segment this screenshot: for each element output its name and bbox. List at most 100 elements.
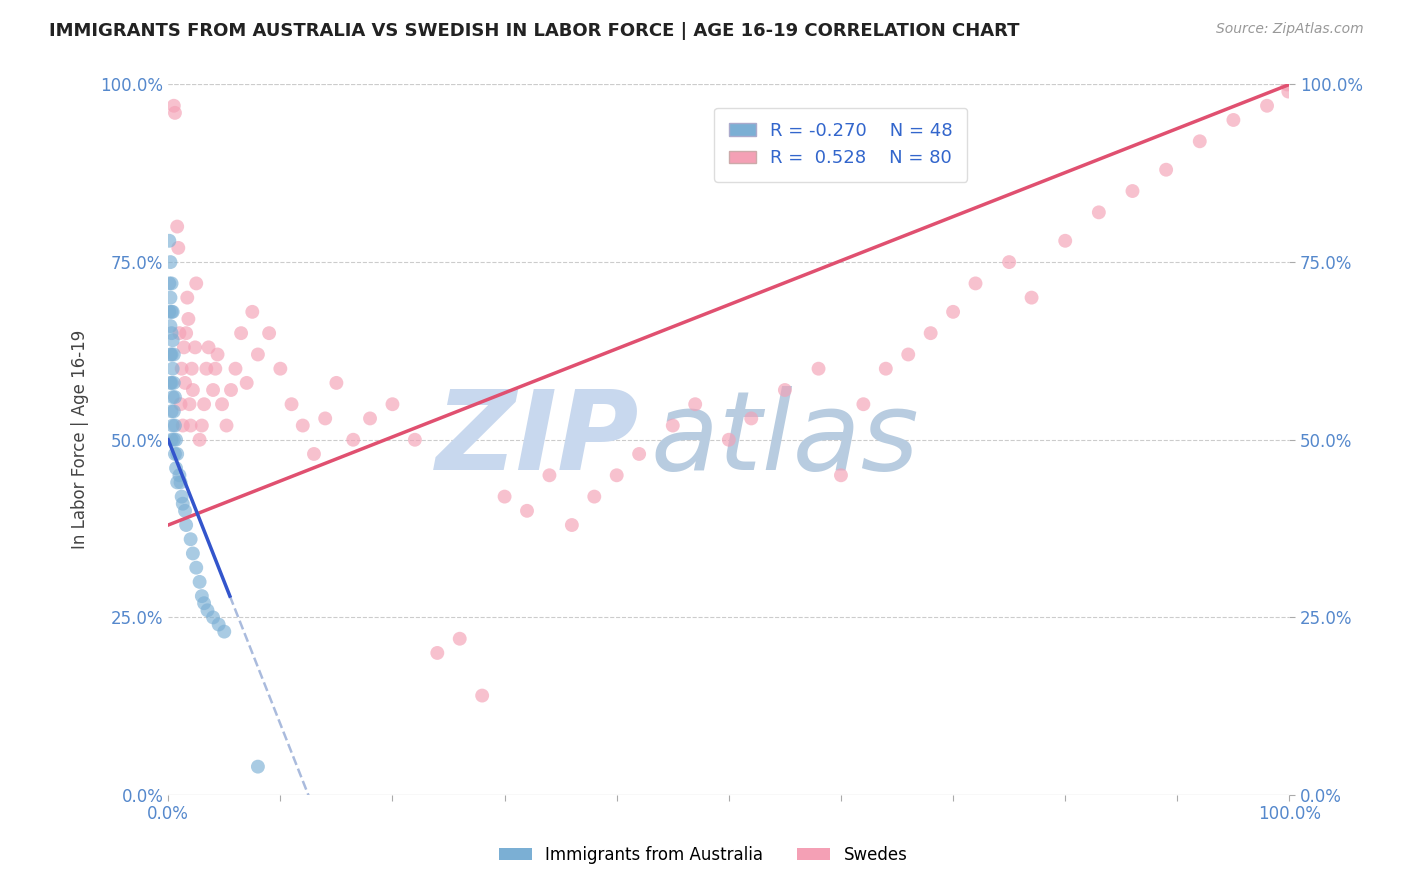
Point: [159, 291, 181, 305]
Point: [235, 376, 257, 390]
Point: [157, 305, 180, 319]
Point: [208, 617, 231, 632]
Point: [538, 468, 561, 483]
Point: [426, 646, 449, 660]
Point: [1222, 112, 1244, 127]
Point: [159, 319, 181, 334]
Point: [170, 490, 193, 504]
Point: [159, 255, 181, 269]
Point: [186, 277, 208, 291]
Point: [197, 340, 219, 354]
Point: [162, 418, 184, 433]
Point: [163, 99, 186, 113]
Point: [162, 361, 184, 376]
Point: [224, 361, 246, 376]
Point: [180, 361, 202, 376]
Point: [163, 347, 186, 361]
Point: [188, 433, 211, 447]
Point: [211, 397, 233, 411]
Point: [942, 305, 965, 319]
Point: [381, 397, 404, 411]
Point: [174, 518, 197, 533]
Point: [180, 418, 202, 433]
Point: [197, 603, 219, 617]
Point: [163, 376, 186, 390]
Point: [1021, 291, 1043, 305]
Point: [359, 411, 381, 425]
Point: [202, 610, 225, 624]
Point: [157, 234, 180, 248]
Point: [195, 361, 218, 376]
Point: [186, 560, 208, 574]
Point: [169, 475, 191, 490]
Point: [269, 361, 291, 376]
Point: [179, 397, 201, 411]
Legend: R = -0.270    N = 48, R =  0.528    N = 80: R = -0.270 N = 48, R = 0.528 N = 80: [714, 108, 967, 182]
Point: [169, 468, 191, 483]
Point: [229, 326, 252, 340]
Point: [174, 376, 197, 390]
Point: [202, 383, 225, 397]
Point: [167, 241, 190, 255]
Point: [494, 490, 516, 504]
Point: [1054, 234, 1077, 248]
Point: [965, 277, 987, 291]
Point: [628, 447, 651, 461]
Point: [1121, 184, 1143, 198]
Point: [207, 347, 229, 361]
Point: [471, 689, 494, 703]
Text: ZIP: ZIP: [436, 386, 640, 493]
Point: [404, 433, 426, 447]
Point: [1188, 134, 1211, 148]
Point: [191, 418, 214, 433]
Point: [166, 447, 188, 461]
Point: [807, 361, 830, 376]
Point: [177, 312, 200, 326]
Point: [157, 277, 180, 291]
Point: [219, 383, 242, 397]
Point: [280, 397, 302, 411]
Point: [1277, 78, 1299, 92]
Point: [449, 632, 471, 646]
Point: [717, 433, 740, 447]
Point: [160, 376, 183, 390]
Point: [170, 361, 193, 376]
Point: [172, 418, 194, 433]
Point: [314, 411, 336, 425]
Point: [516, 504, 538, 518]
Point: [176, 291, 198, 305]
Point: [163, 390, 186, 404]
Point: [172, 497, 194, 511]
Point: [162, 333, 184, 347]
Legend: Immigrants from Australia, Swedes: Immigrants from Australia, Swedes: [492, 839, 914, 871]
Point: [188, 574, 211, 589]
Point: [342, 433, 364, 447]
Point: [160, 433, 183, 447]
Point: [166, 475, 188, 490]
Point: [302, 447, 325, 461]
Point: [169, 397, 191, 411]
Point: [163, 106, 186, 120]
Point: [204, 361, 226, 376]
Point: [1154, 162, 1177, 177]
Point: [1088, 205, 1111, 219]
Point: [897, 347, 920, 361]
Point: [740, 411, 762, 425]
Point: [215, 418, 238, 433]
Point: [160, 347, 183, 361]
Point: [165, 461, 187, 475]
Text: IMMIGRANTS FROM AUSTRALIA VS SWEDISH IN LABOR FORCE | AGE 16-19 CORRELATION CHAR: IMMIGRANTS FROM AUSTRALIA VS SWEDISH IN …: [49, 22, 1019, 40]
Text: atlas: atlas: [651, 386, 920, 493]
Point: [163, 447, 186, 461]
Point: [606, 468, 628, 483]
Point: [163, 404, 186, 418]
Point: [830, 468, 852, 483]
Point: [163, 418, 186, 433]
Point: [1256, 99, 1278, 113]
Y-axis label: In Labor Force | Age 16-19: In Labor Force | Age 16-19: [72, 330, 89, 549]
Point: [291, 418, 314, 433]
Point: [159, 376, 181, 390]
Point: [875, 361, 897, 376]
Point: [246, 347, 269, 361]
Point: [257, 326, 280, 340]
